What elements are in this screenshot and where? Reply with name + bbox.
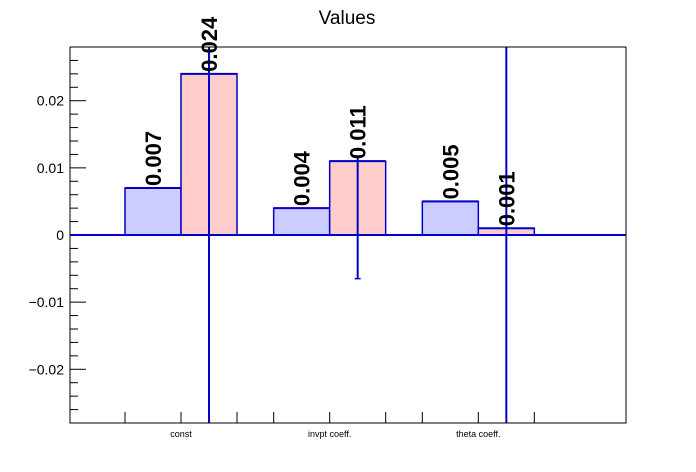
- value-label: 0.007: [141, 131, 166, 186]
- y-axis: −0.02 −0.01 0 0.01 0.02: [29, 46, 86, 424]
- value-label: 0.005: [438, 144, 463, 199]
- y-tick-label: 0.01: [37, 160, 64, 176]
- value-label: 0.004: [290, 150, 315, 206]
- y-tick-label: −0.02: [29, 361, 65, 377]
- x-category-label: theta coeff.: [456, 429, 500, 439]
- x-category-label: invpt coeff.: [308, 429, 351, 439]
- value-label: 0.001: [494, 171, 519, 226]
- error-bars: [70, 47, 626, 423]
- value-label: 0.024: [197, 16, 222, 72]
- bar: [124, 187, 182, 236]
- plot-frame: [69, 46, 627, 424]
- y-tick-label: −0.01: [29, 294, 65, 310]
- y-tick-label: 0: [56, 227, 64, 243]
- y-tick-label: 0.02: [37, 93, 64, 109]
- bar: [421, 200, 480, 236]
- bar: [272, 207, 331, 236]
- bars: [124, 72, 536, 236]
- x-category-label: const: [170, 429, 192, 439]
- value-label: 0.011: [346, 105, 371, 159]
- value-labels: 0.007 0.004 0.005 0.024 0.011 0.001: [141, 16, 519, 226]
- chart-title: Values: [319, 8, 376, 29]
- x-axis: const invpt coeff. theta coeff.: [124, 412, 535, 439]
